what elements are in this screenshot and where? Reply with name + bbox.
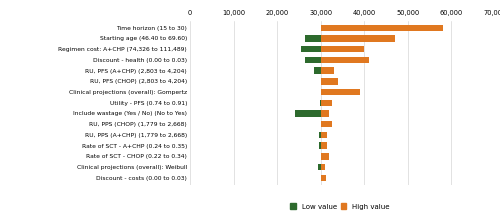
Bar [320, 89, 323, 95]
Bar [320, 89, 360, 95]
Bar [320, 121, 332, 127]
Bar [320, 164, 325, 170]
Bar [320, 110, 330, 117]
Bar [319, 132, 320, 138]
Bar [320, 78, 323, 85]
Bar [320, 67, 334, 74]
Bar [314, 67, 320, 74]
Bar [320, 24, 442, 31]
Bar [320, 35, 395, 42]
Bar [320, 121, 322, 127]
Bar [320, 78, 338, 85]
Bar [306, 35, 320, 42]
Bar [320, 46, 364, 52]
Bar [320, 153, 322, 160]
Legend: Low value, High value: Low value, High value [290, 203, 390, 210]
Bar [294, 110, 320, 117]
Bar [320, 132, 327, 138]
Bar [320, 142, 327, 149]
Bar [306, 57, 320, 63]
Bar [320, 24, 325, 31]
Bar [301, 46, 320, 52]
Bar [320, 175, 326, 181]
Bar [320, 153, 330, 160]
Bar [318, 164, 320, 170]
Bar [320, 57, 368, 63]
Bar [320, 99, 332, 106]
